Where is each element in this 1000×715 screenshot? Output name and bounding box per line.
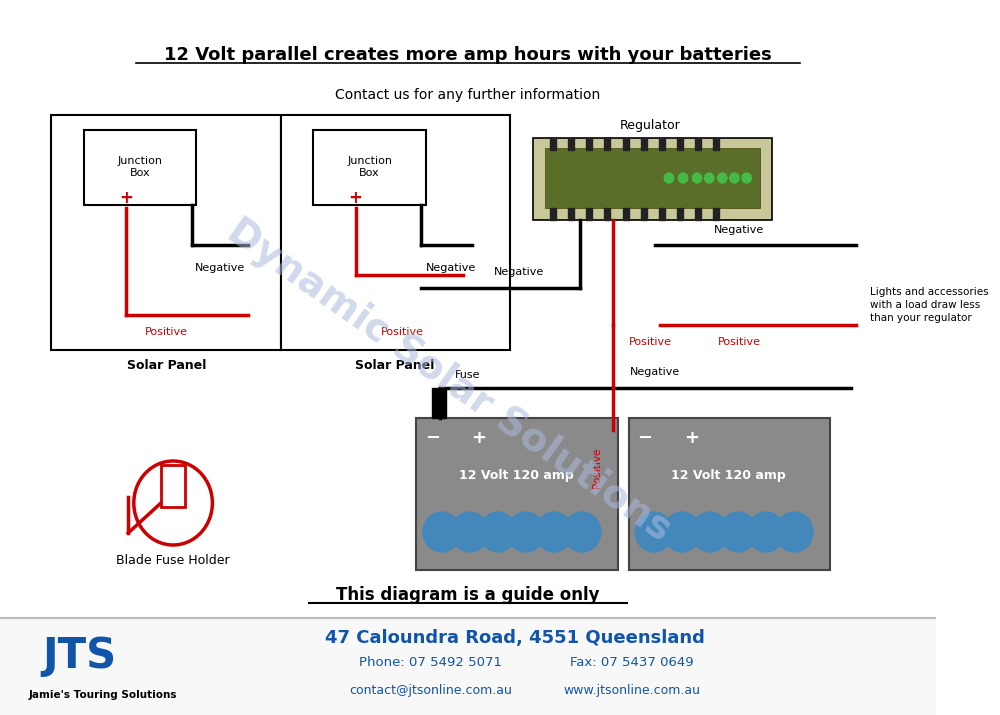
Bar bbox=[641, 208, 647, 220]
Bar bbox=[432, 388, 446, 418]
Bar bbox=[677, 138, 683, 150]
Bar bbox=[641, 138, 647, 150]
Text: 47 Caloundra Road, 4551 Queensland: 47 Caloundra Road, 4551 Queensland bbox=[325, 629, 705, 647]
Text: Positive: Positive bbox=[718, 337, 761, 347]
Circle shape bbox=[535, 512, 573, 552]
Text: Fuse: Fuse bbox=[455, 370, 481, 380]
Text: −: − bbox=[425, 429, 440, 447]
Text: Negative: Negative bbox=[195, 263, 245, 273]
FancyBboxPatch shape bbox=[51, 115, 281, 350]
FancyBboxPatch shape bbox=[533, 138, 772, 220]
Text: +: + bbox=[472, 429, 487, 447]
Text: Phone: 07 5492 5071: Phone: 07 5492 5071 bbox=[359, 656, 502, 669]
Text: www.jtsonline.com.au: www.jtsonline.com.au bbox=[563, 684, 700, 696]
Text: Solar Panel: Solar Panel bbox=[127, 358, 206, 372]
Bar bbox=[604, 138, 610, 150]
Text: Negative: Negative bbox=[426, 263, 476, 273]
Text: +: + bbox=[684, 429, 699, 447]
Circle shape bbox=[719, 512, 757, 552]
Text: Blade Fuse Holder: Blade Fuse Holder bbox=[116, 553, 230, 566]
FancyBboxPatch shape bbox=[313, 130, 426, 205]
FancyBboxPatch shape bbox=[545, 148, 760, 208]
FancyBboxPatch shape bbox=[281, 115, 510, 350]
Circle shape bbox=[748, 512, 785, 552]
Bar bbox=[677, 208, 683, 220]
Bar bbox=[713, 208, 719, 220]
Circle shape bbox=[705, 173, 714, 183]
Bar bbox=[550, 208, 556, 220]
Bar bbox=[550, 138, 556, 150]
Text: Jamie's Touring Solutions: Jamie's Touring Solutions bbox=[29, 690, 177, 700]
Text: +: + bbox=[349, 189, 362, 207]
Bar bbox=[623, 138, 629, 150]
Circle shape bbox=[730, 173, 739, 183]
Bar bbox=[695, 138, 701, 150]
Bar bbox=[586, 138, 592, 150]
Text: Lights and accessories
with a load draw less
than your regulator: Lights and accessories with a load draw … bbox=[870, 287, 989, 323]
Circle shape bbox=[507, 512, 545, 552]
Bar bbox=[713, 138, 719, 150]
Circle shape bbox=[691, 512, 729, 552]
Circle shape bbox=[479, 512, 516, 552]
Text: Negative: Negative bbox=[494, 267, 544, 277]
Text: 12 Volt 120 amp: 12 Volt 120 amp bbox=[459, 468, 574, 481]
Circle shape bbox=[664, 173, 674, 183]
Text: Positive: Positive bbox=[381, 327, 424, 337]
Bar bbox=[659, 208, 665, 220]
Bar bbox=[586, 208, 592, 220]
FancyBboxPatch shape bbox=[629, 418, 830, 570]
Circle shape bbox=[663, 512, 701, 552]
Text: Fax: 07 5437 0649: Fax: 07 5437 0649 bbox=[570, 656, 693, 669]
Text: Positive: Positive bbox=[629, 337, 672, 347]
Text: 12 Volt parallel creates more amp hours with your batteries: 12 Volt parallel creates more amp hours … bbox=[164, 46, 772, 64]
Circle shape bbox=[678, 173, 688, 183]
Bar bbox=[659, 138, 665, 150]
Text: Positive: Positive bbox=[592, 448, 602, 488]
Bar bbox=[695, 208, 701, 220]
Text: Junction
Box: Junction Box bbox=[347, 156, 392, 178]
Text: Regulator: Regulator bbox=[620, 119, 681, 132]
Bar bbox=[568, 138, 574, 150]
Text: JTS: JTS bbox=[42, 635, 117, 677]
Text: 12 Volt 120 amp: 12 Volt 120 amp bbox=[671, 468, 786, 481]
Text: Dynamic Solar Solutions: Dynamic Solar Solutions bbox=[220, 212, 678, 548]
Circle shape bbox=[563, 512, 601, 552]
FancyBboxPatch shape bbox=[84, 130, 196, 205]
Text: Negative: Negative bbox=[630, 367, 680, 377]
Circle shape bbox=[635, 512, 673, 552]
Text: This diagram is a guide only: This diagram is a guide only bbox=[336, 586, 600, 604]
Text: Junction
Box: Junction Box bbox=[118, 156, 163, 178]
Text: Positive: Positive bbox=[145, 327, 188, 337]
Text: −: − bbox=[637, 429, 652, 447]
Circle shape bbox=[692, 173, 702, 183]
Circle shape bbox=[423, 512, 460, 552]
FancyBboxPatch shape bbox=[161, 465, 185, 507]
Text: contact@jtsonline.com.au: contact@jtsonline.com.au bbox=[349, 684, 512, 696]
Circle shape bbox=[776, 512, 813, 552]
Text: Solar Panel: Solar Panel bbox=[355, 358, 435, 372]
FancyBboxPatch shape bbox=[416, 418, 618, 570]
Text: +: + bbox=[119, 189, 133, 207]
Text: Contact us for any further information: Contact us for any further information bbox=[335, 88, 600, 102]
Bar bbox=[568, 208, 574, 220]
Bar bbox=[623, 208, 629, 220]
Circle shape bbox=[451, 512, 488, 552]
Circle shape bbox=[718, 173, 727, 183]
Bar bbox=[604, 208, 610, 220]
Text: Negative: Negative bbox=[714, 225, 764, 235]
Bar bbox=[0, 618, 936, 715]
Circle shape bbox=[742, 173, 751, 183]
